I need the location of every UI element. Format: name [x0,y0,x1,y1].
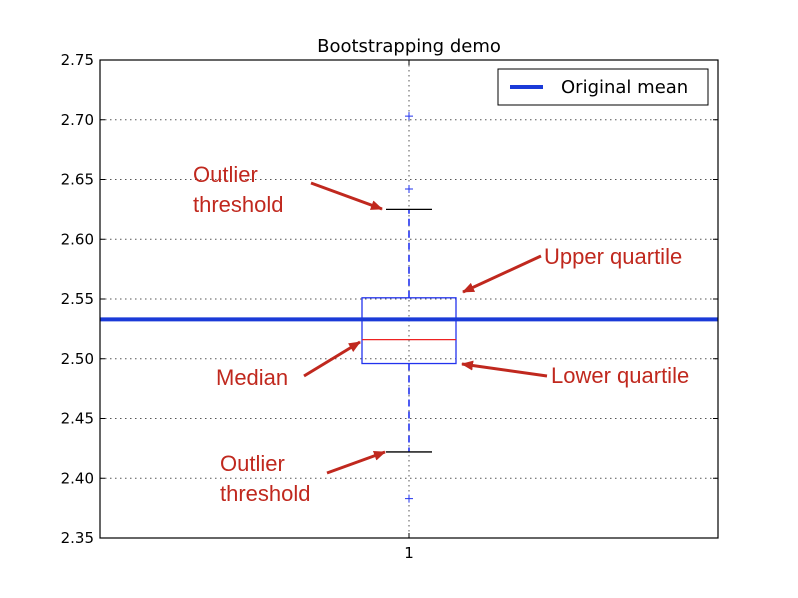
outlier-marker [405,494,413,503]
y-tick-label: 2.45 [61,410,94,428]
y-tick-label: 2.55 [61,290,94,308]
annotation-arrow-lower-quartile [461,360,548,378]
annotation-line: Outlier [193,162,258,187]
annotation-upper-quartile: Upper quartile [544,244,682,269]
annotation-median: Median [216,365,288,390]
y-tick-label: 2.50 [61,350,94,368]
box-plot-group [361,112,457,503]
legend: Original mean [497,68,709,106]
annotation-lower-outlier-threshold: Outlier threshold [220,451,311,506]
interquartile-box [361,297,457,365]
annotation-arrow-upper-quartile [462,254,542,294]
annotation-arrow-median [303,340,361,378]
annotation-arrow-lower-outlier-threshold [326,450,386,475]
x-tick-label: 1 [404,544,414,562]
gridlines [100,60,718,538]
annotation-upper-outlier-threshold: Outlier threshold [193,162,284,217]
y-axis-ticks: 2.35 2.40 2.45 2.50 2.55 2.60 2.65 2.70 2.75 [61,51,718,547]
y-tick-label: 2.65 [61,171,94,189]
outlier-marker [405,112,413,121]
x-axis-ticks: 1 [404,60,414,562]
outlier-marker [405,185,413,194]
y-tick-label: 2.40 [61,469,94,487]
annotations: Outlier threshold Upper quartile Median … [193,162,689,506]
annotation-arrow-upper-outlier-threshold [310,181,383,211]
chart-title: Bootstrapping demo [317,36,501,57]
legend-label-original-mean: Original mean [561,77,688,98]
y-tick-label: 2.60 [61,230,94,248]
annotation-lower-quartile: Lower quartile [551,363,689,388]
annotation-line: threshold [220,481,311,506]
y-tick-label: 2.75 [61,51,94,69]
annotation-line: threshold [193,192,284,217]
annotation-line: Outlier [220,451,285,476]
y-tick-label: 2.70 [61,111,94,129]
y-tick-label: 2.35 [61,529,94,547]
